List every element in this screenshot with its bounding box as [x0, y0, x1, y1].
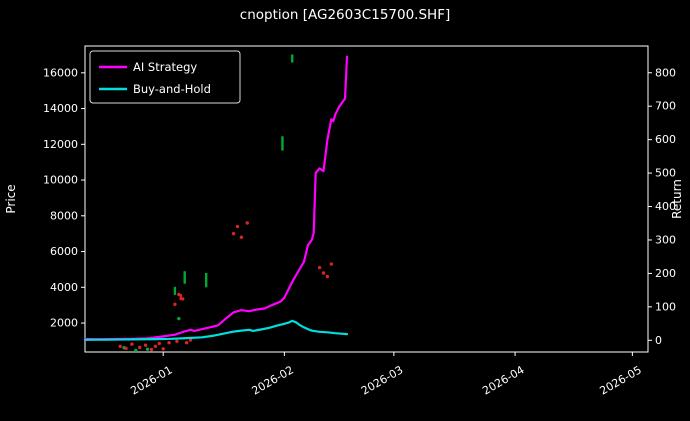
- series-lines: [83, 55, 349, 341]
- trade-marker-dot: [157, 341, 161, 346]
- right-tick-label: 700: [655, 100, 676, 113]
- trade-marker-dot: [177, 316, 181, 321]
- series-line-buy-and-hold: [83, 319, 349, 341]
- trade-marker-bar: [291, 54, 294, 63]
- trade-marker-dot: [231, 231, 236, 236]
- x-tick-label: 2026-05: [598, 363, 644, 397]
- trade-marker-bar: [179, 293, 182, 301]
- legend-label-buy-and-hold: Buy-and-Hold: [133, 82, 211, 96]
- right-tick-label: 600: [655, 133, 676, 146]
- trade-marker-dot: [130, 342, 134, 346]
- left-tick-label: 2000: [50, 317, 78, 330]
- right-tick-label: 500: [655, 167, 676, 180]
- trade-marker-dot: [317, 265, 322, 270]
- x-tick-label: 2026-02: [250, 363, 296, 397]
- trade-marker-dot: [143, 343, 148, 347]
- trade-markers: [118, 54, 334, 353]
- trade-marker-dot: [149, 347, 154, 352]
- legend: AI Strategy Buy-and-Hold: [89, 50, 241, 104]
- trade-marker-dot: [188, 338, 193, 342]
- left-tick-label: 12000: [43, 138, 78, 151]
- trade-marker-dot: [321, 271, 326, 275]
- trade-marker-bar: [281, 136, 284, 151]
- right-tick-label: 200: [655, 267, 676, 280]
- left-tick-label: 16000: [43, 66, 78, 79]
- left-axis-label: Price: [4, 184, 18, 213]
- x-tick-label: 2026-01: [128, 363, 174, 397]
- trade-marker-dot: [161, 347, 165, 351]
- left-tick-label: 8000: [50, 209, 78, 222]
- trade-marker-dot: [173, 302, 177, 306]
- trade-marker-bar: [183, 271, 186, 284]
- left-tick-label: 10000: [43, 174, 78, 187]
- trade-marker-dot: [118, 344, 122, 348]
- trade-marker-bar: [173, 286, 177, 295]
- chart-title: cnoption [AG2603C15700.SHF]: [239, 7, 451, 23]
- trade-marker-dot: [134, 348, 138, 353]
- right-axis-label: Return: [670, 179, 684, 219]
- trade-marker-dot: [245, 221, 249, 225]
- right-tick-label: 0: [655, 334, 662, 347]
- trade-marker-dot: [325, 274, 330, 279]
- right-tick-label: 100: [655, 300, 676, 313]
- trade-marker-dot: [235, 224, 240, 229]
- trade-marker-dot: [167, 341, 171, 345]
- trade-marker-dot: [138, 345, 142, 350]
- trade-marker-bar: [205, 272, 208, 288]
- right-tick-label: 800: [655, 66, 676, 79]
- trade-marker-dot: [175, 339, 179, 343]
- trade-marker-dot: [184, 341, 189, 345]
- right-tick-label: 400: [655, 200, 676, 213]
- trade-marker-dot: [153, 344, 158, 348]
- left-tick-label: 14000: [43, 102, 78, 115]
- trade-marker-dot: [181, 297, 185, 301]
- x-tick-label: 2026-04: [480, 363, 526, 397]
- trade-marker-dot: [329, 262, 334, 266]
- right-tick-label: 300: [655, 233, 676, 246]
- trade-marker-dot: [145, 347, 150, 351]
- x-tick-label: 2026-03: [359, 363, 405, 397]
- series-line-ai-strategy: [83, 55, 349, 341]
- trade-marker-dot: [239, 235, 244, 239]
- left-tick-label: 4000: [50, 281, 78, 294]
- trade-marker-dot: [124, 346, 128, 351]
- legend-box: [89, 50, 241, 104]
- legend-label-ai-strategy: AI Strategy: [133, 60, 197, 74]
- left-tick-label: 6000: [50, 245, 78, 258]
